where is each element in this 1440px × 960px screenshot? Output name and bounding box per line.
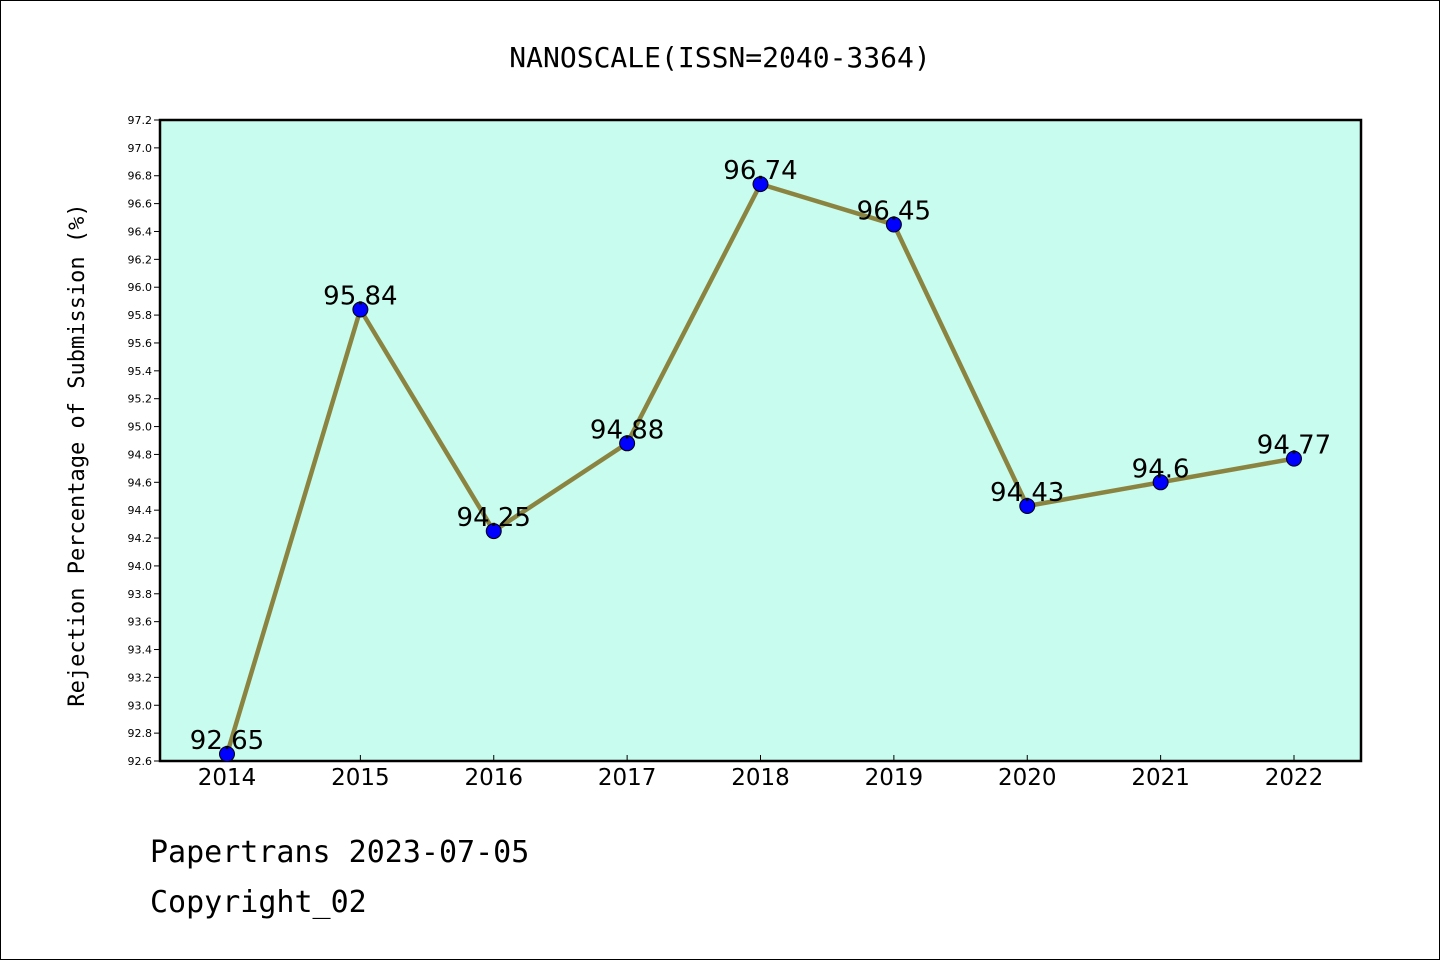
footer-source: Papertrans 2023-07-05 <box>150 835 530 870</box>
series: 92.65 95.84 94.25 94.88 96.74 96.45 94.43 94.6 9… <box>190 156 1331 763</box>
y-tick-label: 94.8 <box>128 448 153 461</box>
data-point <box>885 216 902 233</box>
data-point <box>619 435 636 452</box>
x-tick-label: 2021 <box>1131 765 1190 791</box>
x-tick-label: 2018 <box>731 765 790 791</box>
data-point <box>485 523 502 540</box>
y-tick-label: 95.6 <box>128 337 153 350</box>
y-tick-label: 95.8 <box>128 309 153 322</box>
data-label: 94.88 <box>590 415 664 445</box>
x-tick-label: 2019 <box>865 765 924 791</box>
y-tick-label: 93.6 <box>128 616 153 629</box>
data-point <box>219 746 235 763</box>
y-tick-label: 94.4 <box>128 504 153 517</box>
data-label: 94.25 <box>457 503 531 533</box>
y-tick-label: 93.8 <box>128 588 153 601</box>
x-axis: 2014 2015 2016 2017 2018 2019 2020 2021 2022 <box>198 755 1324 791</box>
y-tick-label: 93.4 <box>128 644 153 657</box>
data-label: 96.74 <box>723 156 797 186</box>
data-label: 94.43 <box>990 478 1064 508</box>
data-label: 95.84 <box>323 282 397 312</box>
data-point <box>1152 474 1169 491</box>
y-tick-label: 95.4 <box>128 365 153 378</box>
data-point <box>1286 450 1302 467</box>
chart-title: NANOSCALE(ISSN=2040-3364) <box>509 41 930 74</box>
y-tick-label: 96.0 <box>128 281 153 294</box>
y-tick-label: 94.6 <box>128 476 153 489</box>
x-tick-label: 2016 <box>464 765 523 791</box>
y-tick-label: 93.0 <box>128 699 153 712</box>
plot-area <box>158 118 1363 763</box>
y-tick-label: 92.8 <box>128 727 153 740</box>
x-tick-label: 2022 <box>1265 765 1324 791</box>
data-point <box>752 176 769 193</box>
y-axis-label: Rejection Percentage of Submission (%) <box>65 203 90 706</box>
y-tick-label: 92.6 <box>128 755 153 768</box>
y-tick-label: 96.6 <box>128 198 153 211</box>
y-axis: 92.6 92.8 93.0 93.2 93.4 93.6 93.8 94.0 94.2 94.4… <box>128 114 160 768</box>
y-tick-label: 94.2 <box>128 532 153 545</box>
x-tick-label: 2015 <box>331 765 390 791</box>
y-tick-label: 96.8 <box>128 170 153 183</box>
x-tick-label: 2017 <box>598 765 657 791</box>
y-tick-label: 95.0 <box>128 421 153 434</box>
data-label: 96.45 <box>857 197 931 227</box>
y-tick-label: 97.0 <box>128 142 153 155</box>
data-point <box>352 301 369 318</box>
y-tick-label: 95.2 <box>128 393 153 406</box>
y-tick-label: 93.2 <box>128 671 153 684</box>
x-tick-label: 2020 <box>998 765 1057 791</box>
y-tick-label: 96.2 <box>128 253 153 266</box>
data-label: 94.6 <box>1132 454 1190 484</box>
data-point <box>1019 497 1036 514</box>
footer-copyright: Copyright_02 <box>150 885 367 920</box>
x-tick-label: 2014 <box>198 765 257 791</box>
data-label: 92.65 <box>190 726 264 756</box>
y-tick-label: 96.4 <box>128 225 153 238</box>
y-tick-label: 97.2 <box>128 114 153 127</box>
data-label: 94.77 <box>1257 431 1331 461</box>
y-tick-label: 94.0 <box>128 560 153 573</box>
